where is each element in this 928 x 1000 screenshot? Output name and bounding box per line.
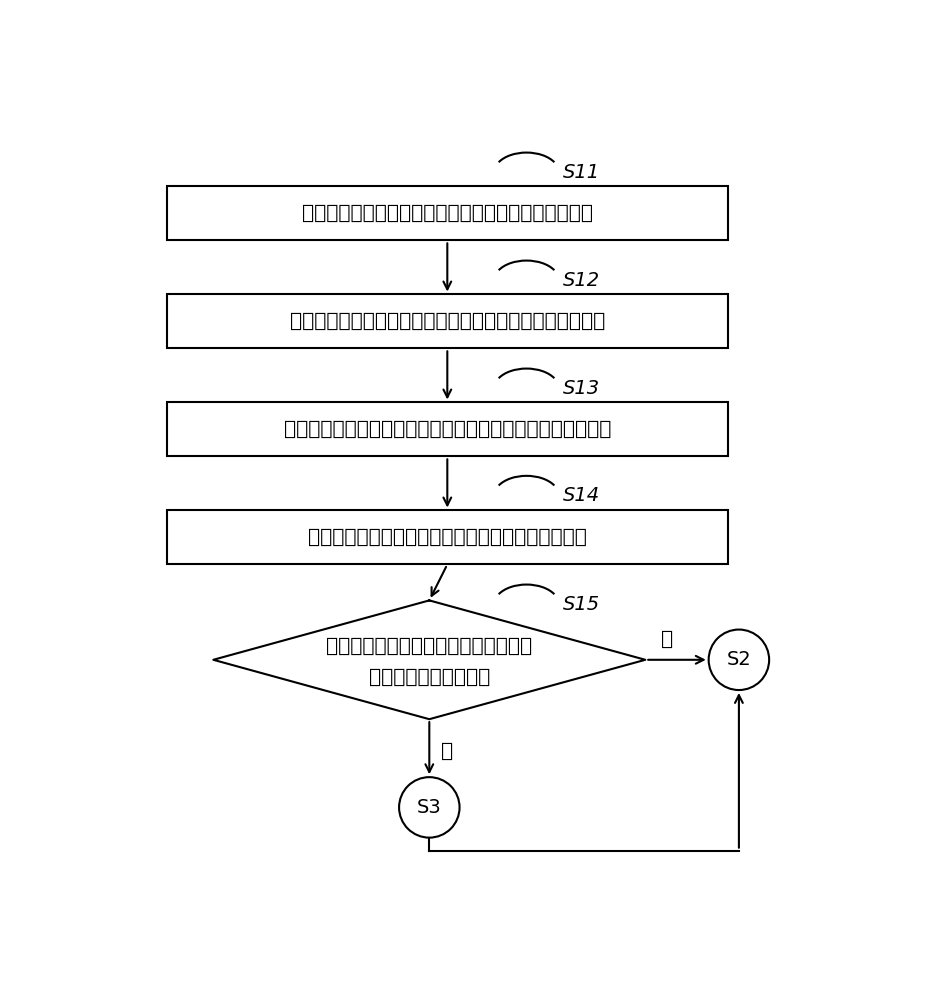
Bar bbox=[166, 294, 728, 348]
Text: 否: 否 bbox=[441, 742, 453, 761]
Text: 是: 是 bbox=[660, 629, 672, 648]
Bar bbox=[166, 402, 728, 456]
Ellipse shape bbox=[708, 630, 768, 690]
Text: S11: S11 bbox=[561, 163, 599, 182]
Text: 根据所述环境图像判断所述自移动设备: 根据所述环境图像判断所述自移动设备 bbox=[326, 637, 532, 656]
Bar bbox=[166, 510, 728, 564]
Text: S15: S15 bbox=[561, 595, 599, 614]
Text: S13: S13 bbox=[561, 379, 599, 398]
Text: S3: S3 bbox=[417, 798, 441, 817]
Text: 获取所述自移动设备的当前位置信息和目标点位置信息: 获取所述自移动设备的当前位置信息和目标点位置信息 bbox=[302, 204, 592, 223]
Text: 控制所述自移动设备依照所述行走路线移动至所述目标点位置: 控制所述自移动设备依照所述行走路线移动至所述目标点位置 bbox=[283, 420, 611, 439]
Text: S2: S2 bbox=[726, 650, 751, 669]
Polygon shape bbox=[213, 600, 645, 719]
Bar bbox=[166, 186, 728, 240]
Text: 与所述充电站是否正对: 与所述充电站是否正对 bbox=[368, 668, 489, 687]
Text: S12: S12 bbox=[561, 271, 599, 290]
Text: S14: S14 bbox=[561, 486, 599, 505]
Ellipse shape bbox=[399, 777, 459, 838]
Text: 控制所述自移动设备朝所述充电站直行直至对接成功: 控制所述自移动设备朝所述充电站直行直至对接成功 bbox=[307, 528, 586, 547]
Text: 根据所述当前位置信息与所述目标点位置信息规划行走路线: 根据所述当前位置信息与所述目标点位置信息规划行走路线 bbox=[290, 312, 604, 331]
